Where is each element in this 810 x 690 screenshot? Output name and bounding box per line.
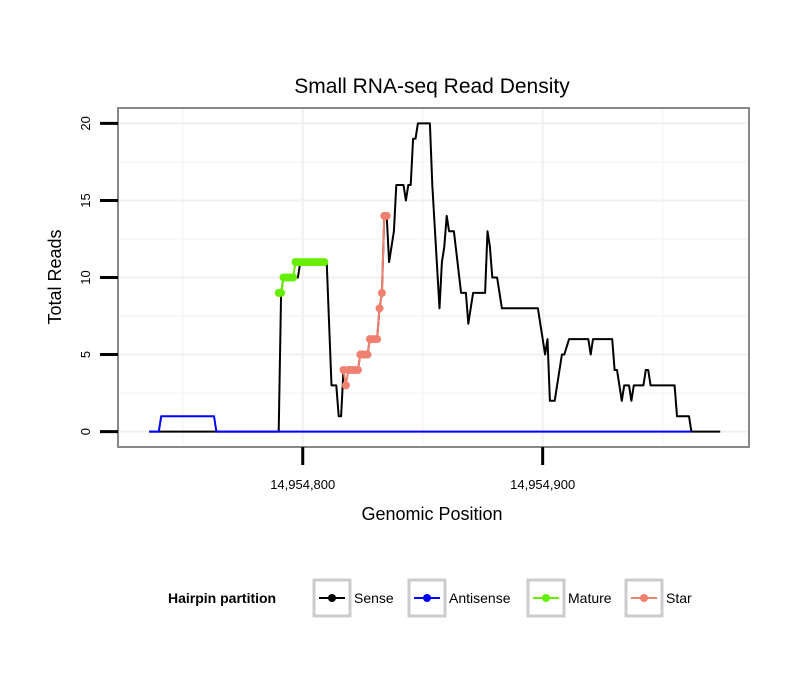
legend-key-point [328,594,336,602]
y-tick-label: 10 [78,270,93,284]
y-tick-label: 0 [78,428,93,435]
x-axis: 14,954,800 14,954,900 [270,447,575,492]
series-layer [149,122,721,433]
y-axis-title: Total Reads [45,229,65,324]
star-point [375,304,384,313]
x-tick-label: 14,954,900 [510,477,575,492]
x-tick-label: 14,954,800 [270,477,335,492]
mature-point [320,258,329,267]
x-axis-title: Genomic Position [361,504,502,524]
legend-label-sense: Sense [354,590,394,606]
legend-label-antisense: Antisense [449,590,511,606]
legend-label-mature: Mature [568,590,612,606]
legend-label-star: Star [666,590,692,606]
chart-title: Small RNA-seq Read Density [294,75,570,98]
legend-item-sense: Sense [312,578,394,618]
star-point [353,365,362,374]
legend-key-point [640,594,648,602]
legend-item-mature: Mature [526,578,612,618]
y-tick-label: 15 [78,193,93,207]
star-point [377,288,386,297]
star-series-line [342,214,387,386]
star-point [373,335,382,344]
star-point [382,211,391,220]
y-tick-label: 5 [78,351,93,358]
star-point [363,350,372,359]
legend-title: Hairpin partition [168,590,276,606]
y-axis: 0 5 10 15 20 [78,116,118,435]
antisense-series-line [149,415,692,433]
legend-item-star: Star [624,578,692,618]
mature-point [277,288,286,297]
grid-lines [118,108,749,447]
legend-item-antisense: Antisense [407,578,511,618]
y-tick-label: 20 [78,116,93,130]
legend-key-point [542,594,550,602]
star-point [341,381,350,390]
mature-point [289,273,298,282]
legend-key-point [423,594,431,602]
legend: Hairpin partition Sense Antisense Mature St… [168,578,692,618]
